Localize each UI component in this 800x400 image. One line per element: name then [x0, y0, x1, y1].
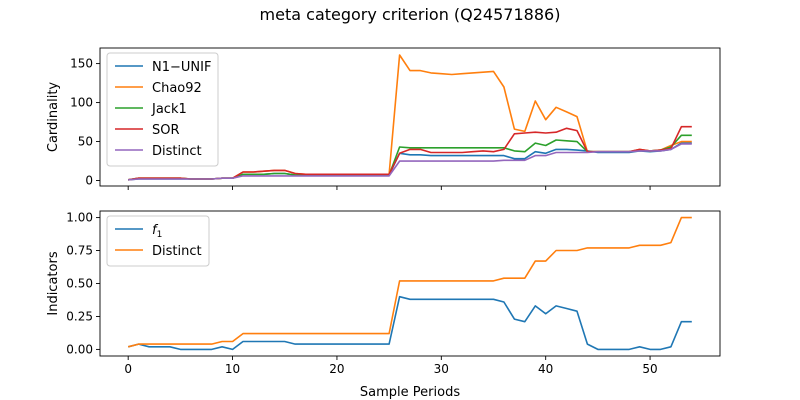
y-tick-label: 0.25 — [66, 309, 93, 323]
x-tick-label: 10 — [225, 362, 240, 376]
figure-title: meta category criterion (Q24571886) — [260, 5, 561, 24]
series-line-distinct — [127, 216, 692, 348]
legend: f1 Distinct — [106, 215, 210, 267]
y-tick-label: 1.00 — [66, 211, 93, 225]
series-line-distinct — [128, 143, 692, 181]
y-tick-label: 0.00 — [66, 342, 93, 356]
y-axis-label: Cardinality — [46, 82, 61, 153]
x-tick-label: 20 — [329, 362, 344, 376]
y-tick-label: 150 — [70, 57, 93, 71]
x-axis-label: Sample Periods — [360, 385, 460, 400]
y-axis-label: Indicators — [46, 251, 61, 315]
series-line-f1 — [127, 295, 692, 351]
chart-panel-1: 0 50 100 150 Cardinality N1−UNIF Chao92 Jack1 SO… — [46, 47, 721, 190]
legend-label: f1 — [152, 223, 162, 240]
y-tick-label: 0.75 — [66, 244, 93, 258]
legend-label: Distinct — [152, 144, 202, 159]
legend-label: N1−UNIF — [152, 60, 211, 75]
legend-label: Chao92 — [152, 81, 202, 96]
legend-label: Distinct — [152, 244, 202, 259]
axes-frame — [99, 47, 721, 187]
legend-box — [106, 52, 219, 167]
y-tick-label: 50 — [78, 135, 93, 149]
series-lines — [127, 216, 692, 351]
legend: N1−UNIF Chao92 Jack1 SOR Distinct — [106, 52, 219, 167]
legend-label: SOR — [152, 123, 180, 138]
y-tick-label: 100 — [70, 96, 93, 110]
chart-panel-2: 0 10 20 30 40 50 0.00 0.25 0.50 0.75 1.00 Indicator… — [46, 210, 721, 400]
y-tick-label: 0 — [85, 174, 93, 188]
x-tick-label: 30 — [434, 362, 449, 376]
x-tick-label: 0 — [124, 362, 132, 376]
legend-label: Jack1 — [151, 102, 187, 117]
x-tick-label: 40 — [538, 362, 553, 376]
chart-panels: 050100150CardinalityN1−UNIFChao92Jack1SO… — [46, 47, 721, 400]
series-lines — [128, 54, 692, 181]
y-tick-label: 0.50 — [66, 277, 93, 291]
x-tick-label: 50 — [642, 362, 657, 376]
